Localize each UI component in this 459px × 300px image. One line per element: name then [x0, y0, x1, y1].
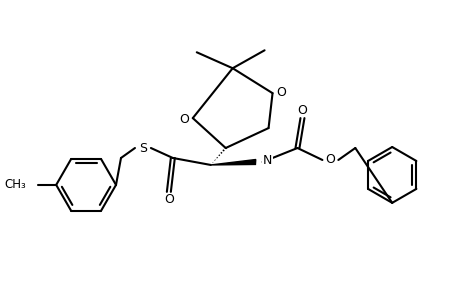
Text: O: O — [297, 103, 307, 117]
Text: O: O — [325, 154, 335, 166]
Text: S: S — [139, 142, 146, 154]
Text: O: O — [276, 86, 286, 99]
Text: N: N — [262, 154, 271, 167]
Polygon shape — [210, 160, 255, 165]
Text: CH₃: CH₃ — [5, 178, 26, 191]
Text: O: O — [163, 194, 174, 206]
Text: O: O — [179, 112, 188, 126]
